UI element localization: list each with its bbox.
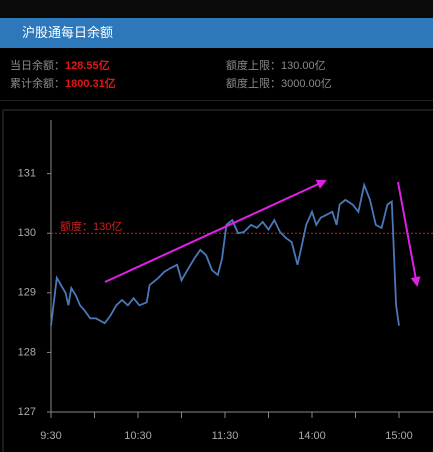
chart-panel [2,109,433,452]
x-tick-label: 11:30 [212,430,239,442]
y-tick-label: 127 [18,406,36,418]
y-tick-label: 131 [18,168,36,180]
summary-label: 当日余额： [10,60,65,72]
x-tick-label: 15:00 [385,430,413,442]
summary-value: 3000.00亿 [281,78,332,90]
summary-label: 额度上限： [226,60,281,72]
summary-item: 额度上限：130.00亿 [226,57,326,73]
x-tick-label: 14:00 [298,430,326,442]
y-tick-label: 129 [18,287,36,299]
reference-label: 额度：130亿 [60,219,122,233]
x-tick-label: 9:30 [40,430,61,442]
summary-item: 当日余额：128.55亿 [10,57,110,73]
title: 沪股通每日余额 [22,25,114,40]
x-tick-label: 10:30 [124,430,152,442]
y-tick-label: 130 [18,227,36,239]
trend-arrow [104,179,327,283]
series-line [50,181,400,326]
summary-value: 128.55亿 [65,60,110,72]
summary-label: 额度上限： [226,78,281,90]
title-bar: 沪股通每日余额 [0,18,433,48]
separator [0,100,433,101]
trend-arrow [397,181,421,287]
y-tick-label: 128 [18,346,36,358]
summary-item: 额度上限：3000.00亿 [226,75,332,91]
summary-item: 累计余额：1800.31亿 [10,75,116,91]
summary-value: 130.00亿 [281,60,326,72]
summary-value: 1800.31亿 [65,78,116,90]
summary-label: 累计余额： [10,78,65,90]
